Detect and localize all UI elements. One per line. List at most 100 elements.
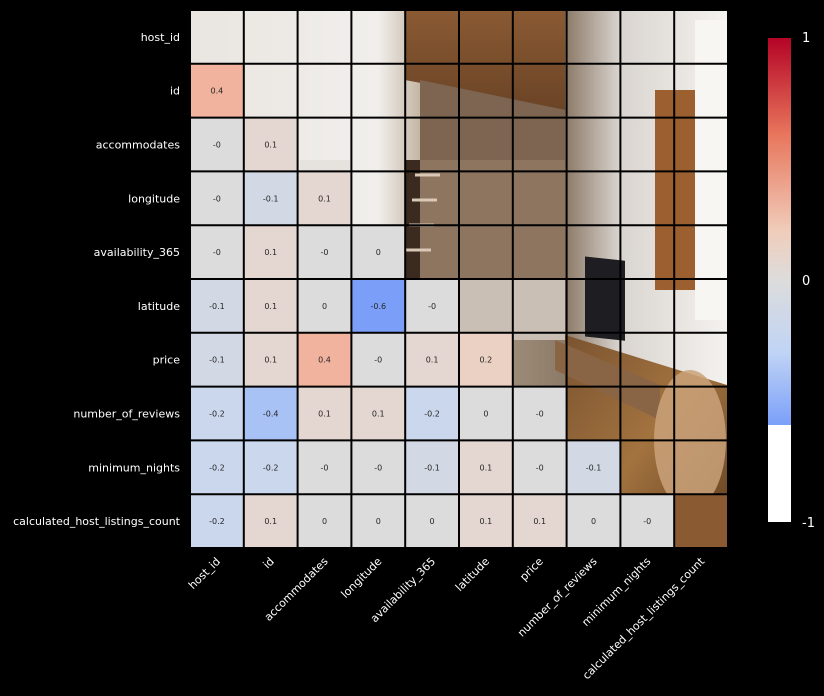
cell-value-label: -0.1 — [586, 463, 602, 472]
heatmap-cell — [351, 494, 406, 548]
heatmap-cell — [297, 332, 352, 387]
cell-value-label: 0.1 — [480, 517, 493, 526]
heatmap-cell — [405, 494, 459, 548]
cell-value-label: 0 — [483, 410, 488, 419]
cell-value-label: -0 — [321, 463, 329, 472]
cell-value-label: -0 — [213, 248, 221, 257]
heatmap-cell — [405, 386, 459, 441]
heatmap-cell — [190, 386, 244, 441]
heatmap-cell — [243, 494, 298, 548]
y-tick-label: accommodates — [96, 139, 181, 152]
cell-value-label: -0 — [536, 410, 544, 419]
cell-value-label: -0.2 — [424, 410, 440, 419]
colorbar-tick-label: -1 — [802, 516, 815, 531]
cell-value-label: 0 — [591, 517, 596, 526]
cell-value-label: 0.1 — [372, 410, 385, 419]
cell-value-label: -0.2 — [209, 517, 225, 526]
cell-value-label: 0 — [376, 248, 381, 257]
cell-value-label: -0 — [536, 463, 544, 472]
heatmap-cell — [190, 117, 244, 172]
cell-value-label: -0.1 — [209, 356, 225, 365]
x-tick-label: host_id — [186, 555, 223, 592]
heatmap-cell — [620, 494, 675, 548]
y-tick-label: calculated_host_listings_count — [13, 515, 181, 528]
heatmap-cell — [243, 440, 298, 495]
cell-value-label: -0 — [321, 248, 329, 257]
cell-value-label: 0.2 — [480, 356, 493, 365]
cell-value-label: 0 — [430, 517, 435, 526]
cell-value-label: -0.6 — [370, 302, 386, 311]
heatmap-cell — [297, 494, 352, 548]
heatmap-cell — [512, 494, 567, 548]
heatmap-cell — [243, 117, 298, 172]
cell-value-label: -0 — [643, 517, 651, 526]
x-tick-label: latitude — [453, 555, 492, 594]
colorbar-gradient — [768, 38, 791, 522]
x-tick-label: price — [517, 555, 546, 584]
cell-value-label: 0.1 — [480, 463, 493, 472]
heatmap-cell — [243, 386, 298, 441]
heatmap-cell — [190, 332, 244, 387]
heatmap-cell — [243, 279, 298, 333]
heatmap-cell — [405, 279, 459, 333]
y-tick-label: minimum_nights — [88, 461, 180, 474]
heatmap-cell — [405, 332, 459, 387]
heatmap-cell — [190, 440, 244, 495]
cell-value-label: 0.1 — [426, 356, 439, 365]
heatmap-cell — [459, 440, 513, 495]
y-tick-label: latitude — [138, 300, 180, 313]
colorbar-tick-label: 1 — [802, 31, 810, 46]
heatmap-cell — [190, 63, 244, 118]
cell-value-label: 0 — [322, 302, 327, 311]
cell-value-label: 0 — [322, 517, 327, 526]
cell-value-label: -0 — [374, 356, 382, 365]
y-tick-label: host_id — [141, 31, 180, 44]
y-tick-label: availability_365 — [94, 246, 180, 259]
cell-value-label: -0.1 — [424, 463, 440, 472]
cell-value-label: 0.1 — [264, 248, 277, 257]
y-tick-label: number_of_reviews — [73, 408, 180, 421]
heatmap-cell — [512, 386, 567, 441]
heatmap-cell — [351, 279, 406, 333]
heatmap-cell — [459, 386, 513, 441]
heatmap-cell — [243, 171, 298, 226]
heatmap-cell — [243, 225, 298, 279]
cell-value-label: -0.1 — [263, 194, 279, 203]
cell-value-label: 0.1 — [264, 517, 277, 526]
heatmap-cell — [351, 440, 406, 495]
cell-value-label: -0 — [374, 463, 382, 472]
heatmap-cell — [351, 225, 406, 279]
heatmap-cell — [351, 386, 406, 441]
cell-value-label: 0.4 — [211, 87, 224, 96]
cell-value-label: 0.1 — [533, 517, 546, 526]
heatmap-cell — [512, 440, 567, 495]
cell-value-label: -0.2 — [209, 463, 225, 472]
heatmap-cell — [297, 279, 352, 333]
heatmap-cell — [351, 332, 406, 387]
heatmap-cells: 0.4 -0 0.1 -0 -0.1 0.1 -0 0.1 -0 0 -0.1 0.1 0 -0.6 -0 -… — [189, 9, 729, 549]
heatmap-cell — [190, 225, 244, 279]
x-tick-label: id — [261, 555, 277, 571]
cell-value-label: 0.1 — [318, 410, 331, 419]
heatmap-cell — [297, 171, 352, 226]
cell-value-label: 0.1 — [264, 356, 277, 365]
cell-value-label: -0.1 — [209, 302, 225, 311]
heatmap-cell — [243, 332, 298, 387]
cell-value-label: 0.4 — [318, 356, 331, 365]
cell-value-label: -0.2 — [263, 463, 279, 472]
x-tick-label: longitude — [339, 555, 385, 601]
cell-value-label: -0 — [213, 194, 221, 203]
cell-value-label: 0.1 — [264, 141, 277, 150]
cell-value-label: -0 — [213, 141, 221, 150]
y-tick-label: id — [170, 85, 180, 98]
cell-value-label: 0.1 — [318, 194, 331, 203]
cell-value-label: 0.1 — [264, 302, 277, 311]
colorbar-tick-label: 0 — [802, 274, 810, 289]
heatmap-cell — [297, 440, 352, 495]
heatmap-cell — [297, 225, 352, 279]
heatmap-cell — [566, 440, 621, 495]
heatmap-cell — [566, 494, 621, 548]
